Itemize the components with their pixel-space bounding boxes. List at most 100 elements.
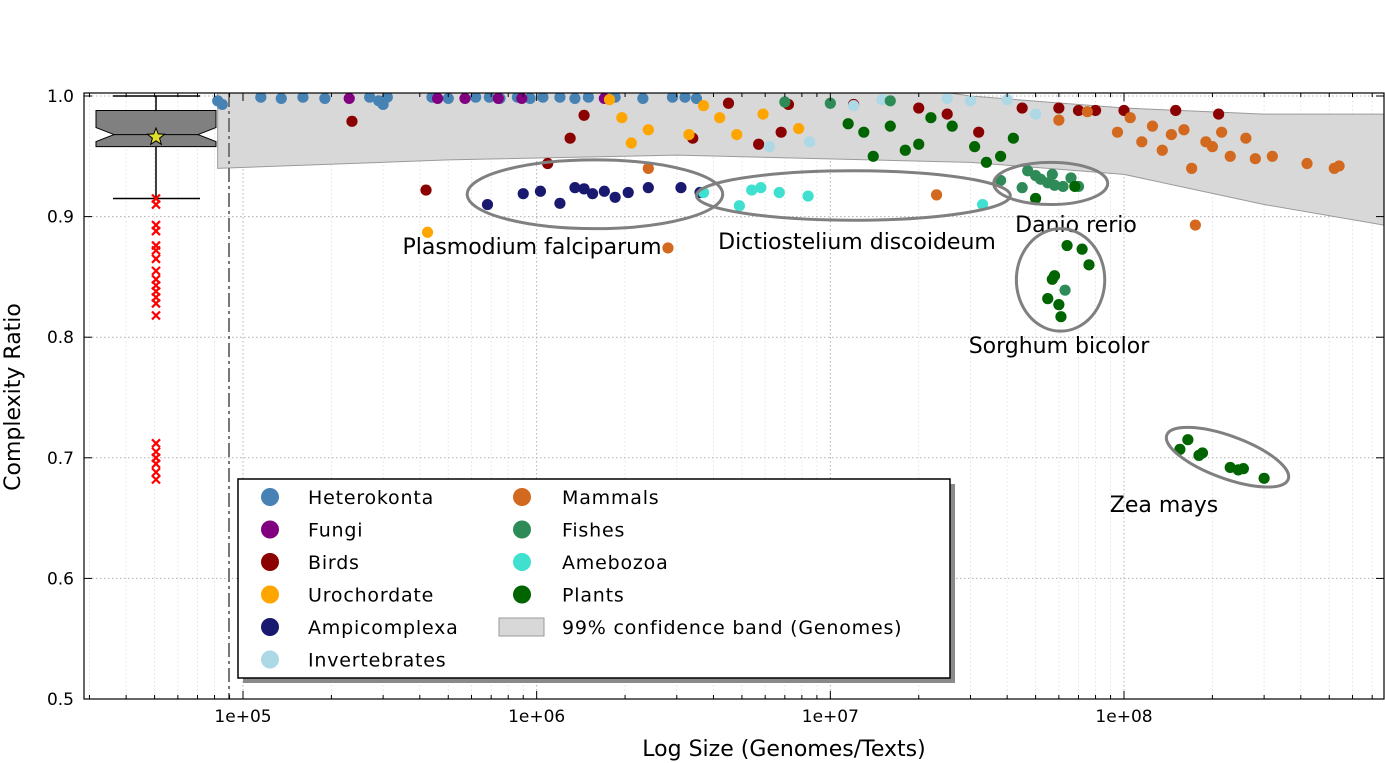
point-mammals xyxy=(1146,120,1159,132)
legend-marker-fungi xyxy=(261,520,279,539)
legend-label-invertebrates: Invertebrates xyxy=(308,650,446,672)
legend-marker-plants xyxy=(513,585,531,604)
legend-marker-birds xyxy=(261,553,279,571)
point-plants xyxy=(1061,239,1073,252)
legend-box xyxy=(237,478,951,679)
point-invertebrates xyxy=(763,141,775,153)
x-tick-label: 1e+06 xyxy=(508,707,565,727)
legend-label-ampicomplexa: Ampicomplexa xyxy=(308,617,459,639)
annotation-label: Sorghum bicolor xyxy=(969,334,1151,359)
point-plants xyxy=(1237,463,1249,475)
legend-label-fungi: Fungi xyxy=(308,520,363,542)
y-tick-label: 0.8 xyxy=(47,328,74,348)
legend-marker-urochordate xyxy=(261,585,279,604)
y-axis-label: Complexity Ratio xyxy=(1,303,26,491)
x-tick-label: 1e+07 xyxy=(802,707,859,727)
x-tick-label: 1e+08 xyxy=(1095,707,1152,727)
point-birds xyxy=(722,97,735,109)
outlier-stroke xyxy=(151,298,161,309)
legend-band-patch xyxy=(498,617,545,637)
point-plants xyxy=(1196,447,1209,459)
boxplot-outlier xyxy=(151,226,161,236)
point-fishes xyxy=(779,96,791,108)
point-heterokonta xyxy=(364,93,376,103)
point-fungi xyxy=(432,93,444,105)
point-ampicomplexa xyxy=(609,191,621,203)
point-plants xyxy=(994,150,1007,162)
point-plants xyxy=(1048,270,1061,282)
point-plants xyxy=(1053,299,1065,311)
point-mammals xyxy=(1266,150,1278,162)
point-invertebrates xyxy=(804,136,816,148)
boxplot-outlier xyxy=(151,474,161,485)
point-ampicomplexa xyxy=(622,186,634,199)
point-urochordate xyxy=(625,137,637,149)
legend-marker-invertebrates xyxy=(261,650,279,669)
point-plants xyxy=(980,156,993,168)
boxplot-outlier xyxy=(151,245,161,256)
annotation-label: Zea mays xyxy=(1110,493,1218,518)
scatter-points xyxy=(212,93,1345,484)
point-fungi xyxy=(492,93,504,105)
point-mammals xyxy=(1333,160,1345,172)
point-mammals xyxy=(1186,162,1198,174)
y-tick-label: 0.9 xyxy=(47,208,74,228)
point-plants xyxy=(1083,259,1095,271)
point-heterokonta xyxy=(483,93,495,103)
point-plants xyxy=(1029,192,1042,205)
y-tick-label: 0.5 xyxy=(47,690,74,710)
point-mammals xyxy=(1216,126,1228,138)
boxplot xyxy=(95,95,217,485)
point-fishes xyxy=(1057,180,1069,193)
outlier-stroke xyxy=(151,310,161,321)
point-mammals xyxy=(1136,136,1148,148)
point-mammals xyxy=(1165,128,1177,141)
point-invertebrates xyxy=(847,100,860,112)
point-heterokonta xyxy=(470,93,482,103)
point-birds xyxy=(346,115,358,127)
point-plants xyxy=(899,144,911,156)
point-heterokonta xyxy=(319,93,331,105)
point-heterokonta xyxy=(381,93,393,103)
point-heterokonta xyxy=(216,98,228,111)
point-mammals xyxy=(1111,126,1124,138)
plot-border xyxy=(83,92,1385,700)
point-heterokonta xyxy=(582,93,594,103)
boxplot-outlier xyxy=(151,298,161,309)
annotation-label: Danio rerio xyxy=(1015,213,1137,238)
legend-marker-mammals xyxy=(513,488,531,506)
point-fishes xyxy=(1048,179,1061,191)
point-ampicomplexa xyxy=(586,188,599,200)
point-amebozoa xyxy=(746,184,758,196)
boxplot-outlier xyxy=(151,254,161,264)
boxplot-outlier xyxy=(151,310,161,321)
outlier-stroke xyxy=(151,467,161,478)
point-ampicomplexa xyxy=(578,183,590,195)
plot-frame xyxy=(83,92,1385,700)
point-fishes xyxy=(1046,168,1058,180)
point-mammals xyxy=(1156,144,1168,156)
point-ampicomplexa xyxy=(554,197,566,209)
point-heterokonta xyxy=(255,93,267,103)
point-heterokonta xyxy=(524,93,536,105)
axis-ticks: 1e+05 1e+06 1e+07 1e+08 0.5 0.6 0.7 0.8 0.9 1.0 xyxy=(47,87,1384,727)
point-urochordate xyxy=(683,128,695,141)
point-heterokonta xyxy=(537,93,549,103)
point-mammals xyxy=(1189,219,1201,231)
point-ampicomplexa xyxy=(642,182,654,194)
boxplot-mean-star xyxy=(146,126,166,146)
point-plants xyxy=(842,118,854,130)
boxplot-outlier xyxy=(151,459,161,469)
y-tick-label: 0.6 xyxy=(47,569,74,589)
point-urochordate xyxy=(642,124,654,136)
point-plants xyxy=(913,138,925,150)
point-amebozoa xyxy=(755,182,767,194)
point-birds xyxy=(1072,104,1085,117)
point-plants xyxy=(858,126,870,138)
legend-label-urochordate: Urochordate xyxy=(308,585,434,607)
boxplot-outlier xyxy=(151,199,161,210)
point-mammals xyxy=(642,162,654,174)
legend-marker-ampicomplexa xyxy=(261,618,279,636)
point-plants xyxy=(946,120,958,132)
point-birds xyxy=(1118,104,1130,117)
